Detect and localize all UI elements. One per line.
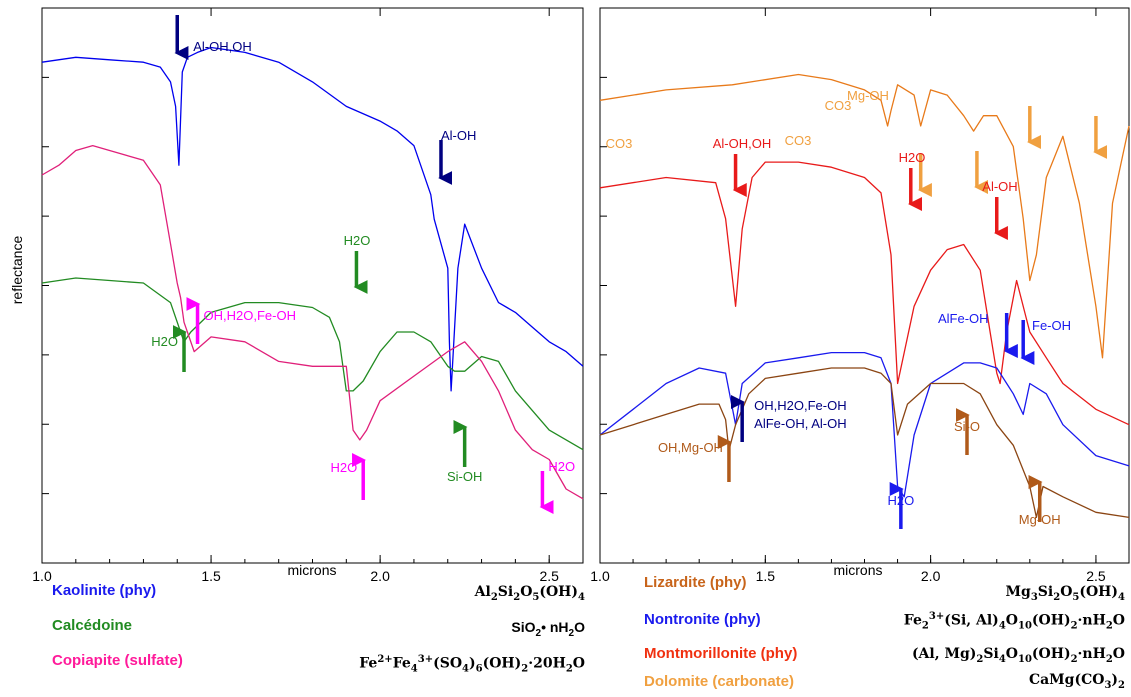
annotation-label: Al-OH: [982, 179, 1017, 194]
legend-entry: Kaolinite (phy): [52, 582, 157, 599]
series-line: [41, 144, 584, 500]
annotation-label: H2O: [344, 233, 371, 248]
legend-entry: Lizardite (phy): [644, 574, 747, 591]
x-tick-label: 2.0: [921, 568, 941, 584]
legend-entry: Copiapite (sulfate): [52, 652, 183, 669]
annotation-label: H2O: [888, 493, 915, 508]
annotation-label: OH,H2O,Fe-OH: [204, 308, 296, 323]
annotation-label: Al-OH,OH: [713, 136, 772, 151]
x-tick-label: 2.5: [1086, 568, 1106, 584]
annotation-label: OH,Mg-OH: [658, 440, 723, 455]
formula-lizardite: Mg3Si2O5(OH)4: [1005, 584, 1125, 603]
legend-entry: Dolomite (carbonate): [644, 673, 795, 690]
annotation-label: H2O: [151, 334, 178, 349]
annotation-label: H2O: [330, 460, 357, 475]
annotation-label: H2O: [548, 459, 575, 474]
x-tick-label: 2.5: [539, 568, 559, 584]
x-tick-label: 2.0: [370, 568, 390, 584]
annotation-label: Al-OH,OH: [193, 39, 252, 54]
annotation-label: CO3: [785, 133, 812, 148]
annotation-label: Al-OH: [441, 128, 476, 143]
legend-entry: Calcédoine: [52, 617, 133, 634]
annotation-label: H2O: [899, 150, 926, 165]
legend-entry: Montmorillonite (phy): [644, 645, 798, 662]
annotation-label: OH,H2O,Fe-OH: [754, 398, 846, 413]
annotation-label: AlFe-OH: [938, 311, 989, 326]
annotation-label: AlFe-OH, Al-OH: [754, 416, 846, 431]
annotation-label: Mg-OH: [847, 88, 889, 103]
annotation-label: Mg-OH: [1019, 512, 1061, 527]
x-axis-label-right: microns: [833, 562, 882, 578]
series-line: [599, 367, 1130, 519]
y-axis-label: reflectance: [9, 236, 25, 305]
plot-frame: [41, 7, 584, 564]
annotation-label: Si-OH: [447, 469, 482, 484]
x-axis-label-left: microns: [287, 562, 336, 578]
formula-calcedoine: SiO2• nH2O: [511, 619, 585, 639]
formula-montmorillonite: (Al, Mg)2Si4O10(OH)2·nH2O: [911, 646, 1125, 665]
series-line: [599, 161, 1130, 426]
x-tick-label: 1.5: [756, 568, 776, 584]
formula-dolomite: CaMg(CO3)2: [1028, 672, 1125, 691]
annotation-label: Si-O: [954, 419, 980, 434]
series-line: [41, 277, 584, 451]
formula-copiapite: Fe2+Fe43+(SO4)6(OH)2·20H2O: [359, 654, 585, 675]
left-panel: 1.0 1.5 2.0 2.5 Al-OH,OH Al-OH H2O H2O OH,H2O,Fe…: [32, 7, 584, 584]
annotation-label: CO3: [606, 136, 633, 151]
series-line: [41, 46, 584, 392]
annotation-label: Fe-OH: [1032, 318, 1071, 333]
series-line: [599, 351, 1130, 498]
annotation-label: CO3: [825, 98, 852, 113]
x-tick-label: 1.0: [590, 568, 610, 584]
x-tick-label: 1.0: [32, 568, 52, 584]
formula-nontronite: Fe23+(Si, Al)4O10(OH)2·nH2O: [903, 611, 1125, 632]
legend-entry: Nontronite (phy): [644, 611, 761, 628]
formula-kaolinite: Al2Si2O5(OH)4: [474, 584, 585, 603]
series-line: [599, 73, 1130, 359]
x-tick-label: 1.5: [201, 568, 221, 584]
